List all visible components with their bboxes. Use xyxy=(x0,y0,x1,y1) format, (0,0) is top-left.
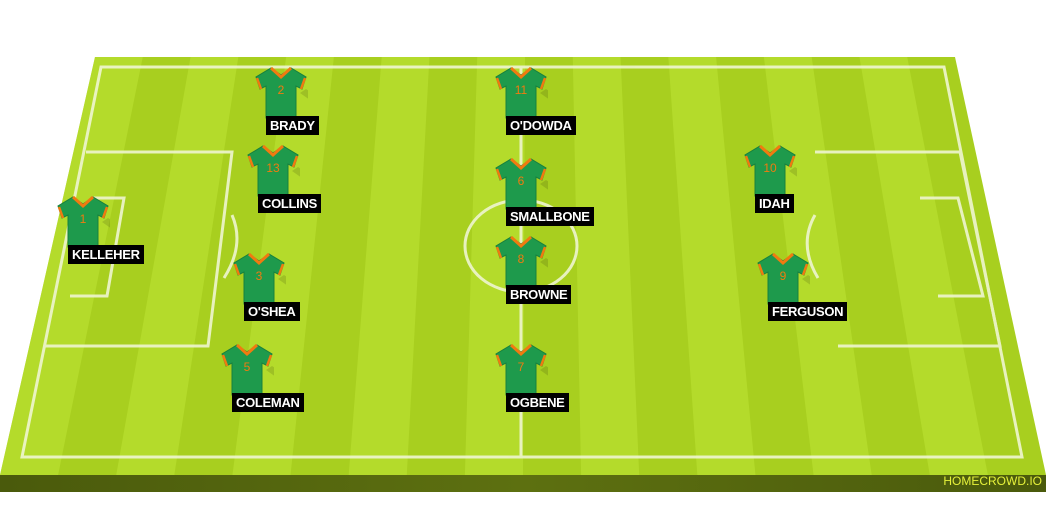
pitch-stripe xyxy=(572,57,640,475)
shirt-number: 5 xyxy=(243,360,251,374)
pitch-stripe xyxy=(668,57,756,475)
player-name: OGBENE xyxy=(506,393,569,412)
shirt-icon xyxy=(495,236,548,288)
shirt-number: 6 xyxy=(517,174,525,188)
shirt-icon xyxy=(495,344,548,396)
pitch-stripe xyxy=(0,57,143,475)
shirt-icon xyxy=(495,67,548,119)
shirt-number: 8 xyxy=(517,252,525,266)
shirt-icon xyxy=(744,145,797,197)
shirt-icon xyxy=(255,67,308,119)
shirt-icon xyxy=(233,253,286,305)
shirt-number: 11 xyxy=(514,83,528,97)
pitch-stripe xyxy=(116,57,239,475)
pitch-stripe xyxy=(348,57,430,475)
shirt-icon xyxy=(757,253,810,305)
player-name: O'SHEA xyxy=(244,302,300,321)
player-name: BROWNE xyxy=(506,285,572,304)
shirt-number: 7 xyxy=(517,360,525,374)
player-name: IDAH xyxy=(755,194,794,213)
shirt-number: 10 xyxy=(763,161,777,175)
shirt-icon xyxy=(495,158,548,210)
shirt-number: 9 xyxy=(779,269,787,283)
pitch-stripe xyxy=(859,57,988,475)
player-name: KELLEHER xyxy=(68,245,144,264)
player-name: FERGUSON xyxy=(768,302,848,321)
player-name: SMALLBONE xyxy=(506,207,594,226)
player-name: BRADY xyxy=(266,116,319,135)
shirt-number: 13 xyxy=(266,161,280,175)
shirt-number: 3 xyxy=(255,269,263,283)
shirt-icon xyxy=(57,196,110,248)
player-name: COLEMAN xyxy=(232,393,304,412)
brand-watermark: HOMECROWD.IO xyxy=(943,474,1042,488)
shirt-number: 2 xyxy=(277,83,285,97)
shirt-icon xyxy=(221,344,274,396)
shirt-icon xyxy=(247,145,300,197)
shirt-number: 1 xyxy=(79,212,87,226)
player-name: O'DOWDA xyxy=(506,116,576,135)
player-name: COLLINS xyxy=(258,194,321,213)
